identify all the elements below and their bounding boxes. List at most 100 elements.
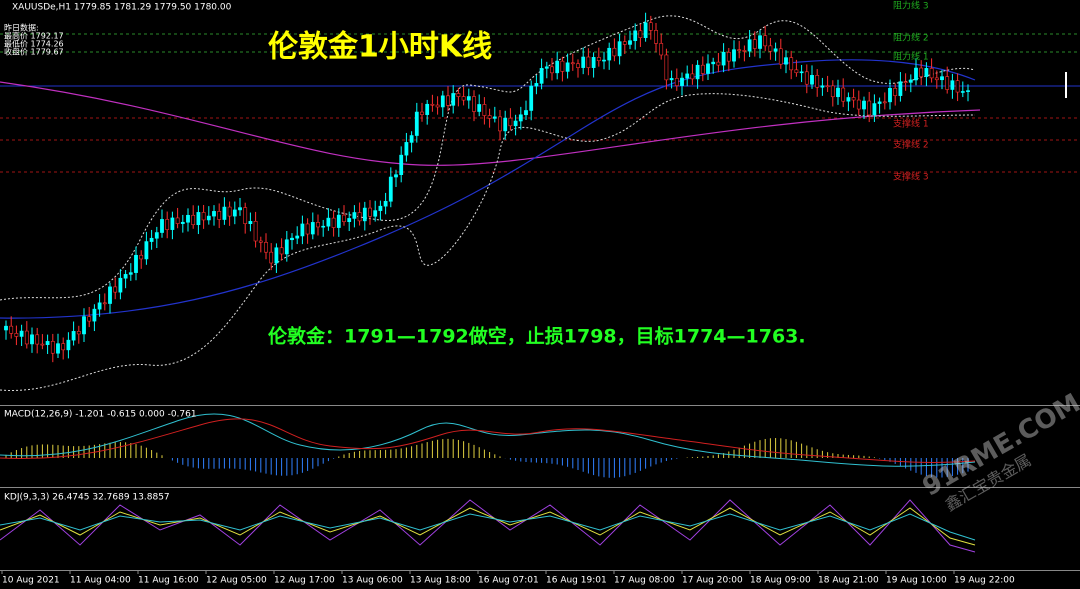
x-tick-label: 18 Aug 21:00 xyxy=(818,576,879,586)
candle-body xyxy=(258,240,263,243)
x-tick-label: 17 Aug 20:00 xyxy=(682,576,743,586)
candle-body xyxy=(180,221,185,224)
candle-body xyxy=(477,104,482,112)
candle-body xyxy=(264,242,268,253)
candle-body xyxy=(66,339,71,351)
candle-body xyxy=(160,219,164,233)
candle-body xyxy=(737,49,742,51)
candle-body xyxy=(877,101,882,104)
candle-body xyxy=(191,214,196,226)
candle-body xyxy=(87,316,92,322)
candle-body xyxy=(248,221,253,224)
candle-body xyxy=(76,331,81,335)
candle-body xyxy=(872,103,877,116)
candle-body xyxy=(513,120,518,127)
candle-body xyxy=(908,79,913,83)
candle-body xyxy=(622,41,627,45)
candle-body xyxy=(222,206,227,220)
candle-body xyxy=(706,63,710,74)
candle-body xyxy=(128,272,133,275)
macd-histogram xyxy=(5,438,969,478)
candle-body xyxy=(388,176,393,202)
level-label: 阻力线 1 xyxy=(893,51,929,63)
candle-body xyxy=(186,214,190,223)
candle-body xyxy=(576,63,580,68)
candle-body xyxy=(919,67,924,77)
x-tick-label: 13 Aug 06:00 xyxy=(342,576,403,586)
candle-body xyxy=(695,64,700,80)
candle-body xyxy=(830,85,835,98)
candle-body xyxy=(4,325,8,331)
candle-body xyxy=(690,73,695,80)
candle-body xyxy=(290,237,294,241)
candle-body xyxy=(721,52,726,66)
candle-body xyxy=(404,142,409,156)
candle-body xyxy=(440,95,445,108)
panel-frames xyxy=(0,405,1080,571)
candle-body xyxy=(763,35,768,47)
x-tick-label: 11 Aug 04:00 xyxy=(70,576,131,586)
candle-body xyxy=(680,77,684,86)
macd-signal xyxy=(0,418,976,463)
candle-body xyxy=(529,85,534,111)
candle-body xyxy=(243,207,248,224)
candle-body xyxy=(144,241,149,260)
candle-body xyxy=(492,116,497,119)
candle-body xyxy=(758,35,762,49)
candle-body xyxy=(212,211,216,217)
candle-body xyxy=(342,214,346,222)
candle-body xyxy=(269,251,274,264)
band-upper xyxy=(0,15,976,301)
candle-body xyxy=(544,66,549,69)
candle-body xyxy=(217,211,222,220)
candle-body xyxy=(108,286,112,304)
candle-body xyxy=(841,87,846,102)
candle-body xyxy=(794,69,799,74)
candle-body xyxy=(414,111,419,136)
candle-body xyxy=(862,100,866,110)
candle-body xyxy=(227,206,232,217)
candle-body xyxy=(867,100,872,116)
candle-body xyxy=(19,330,24,337)
candle-body xyxy=(472,96,476,112)
candle-body xyxy=(784,57,788,65)
candle-body xyxy=(768,45,773,52)
info-line: 昨日数据: xyxy=(4,23,39,33)
kdj-label: KDJ(9,3,3) 26.4745 32.7689 13.8857 xyxy=(4,493,170,503)
candle-body xyxy=(399,154,404,175)
candle-body xyxy=(612,47,617,57)
candle-body xyxy=(446,95,450,106)
candle-body xyxy=(35,334,40,345)
candle-body xyxy=(581,56,586,68)
candle-body xyxy=(732,49,736,62)
candle-body xyxy=(518,114,523,122)
candle-body xyxy=(92,308,97,322)
x-tick-label: 16 Aug 07:01 xyxy=(478,576,539,586)
candle-body xyxy=(232,209,237,217)
candle-body xyxy=(596,57,601,62)
candle-body xyxy=(856,99,861,110)
candle-body xyxy=(394,174,398,178)
macd-line xyxy=(0,413,976,467)
candle-body xyxy=(118,277,123,293)
x-tick-label: 16 Aug 19:01 xyxy=(546,576,607,586)
candle-body xyxy=(279,247,284,255)
candle-body xyxy=(560,60,565,72)
candle-body xyxy=(305,223,310,235)
x-tick-label: 18 Aug 09:00 xyxy=(750,576,811,586)
candle-body xyxy=(726,52,731,62)
x-tick-label: 12 Aug 17:00 xyxy=(274,576,335,586)
candle-body xyxy=(61,343,66,351)
candle-body xyxy=(550,66,554,74)
candle-body xyxy=(383,200,388,207)
candle-body xyxy=(274,247,279,264)
level-label: 阻力线 3 xyxy=(893,0,929,12)
level-labels: 阻力线 3 阻力线 2 阻力线 1 支撑线 1 支撑线 2 支撑线 3 xyxy=(893,0,929,183)
candle-body xyxy=(534,83,539,87)
candle-body xyxy=(508,117,513,127)
candle-body xyxy=(154,232,159,239)
candle-body xyxy=(9,325,14,334)
candle-body xyxy=(284,239,289,255)
candle-body xyxy=(602,59,606,62)
candle-body xyxy=(955,80,960,93)
